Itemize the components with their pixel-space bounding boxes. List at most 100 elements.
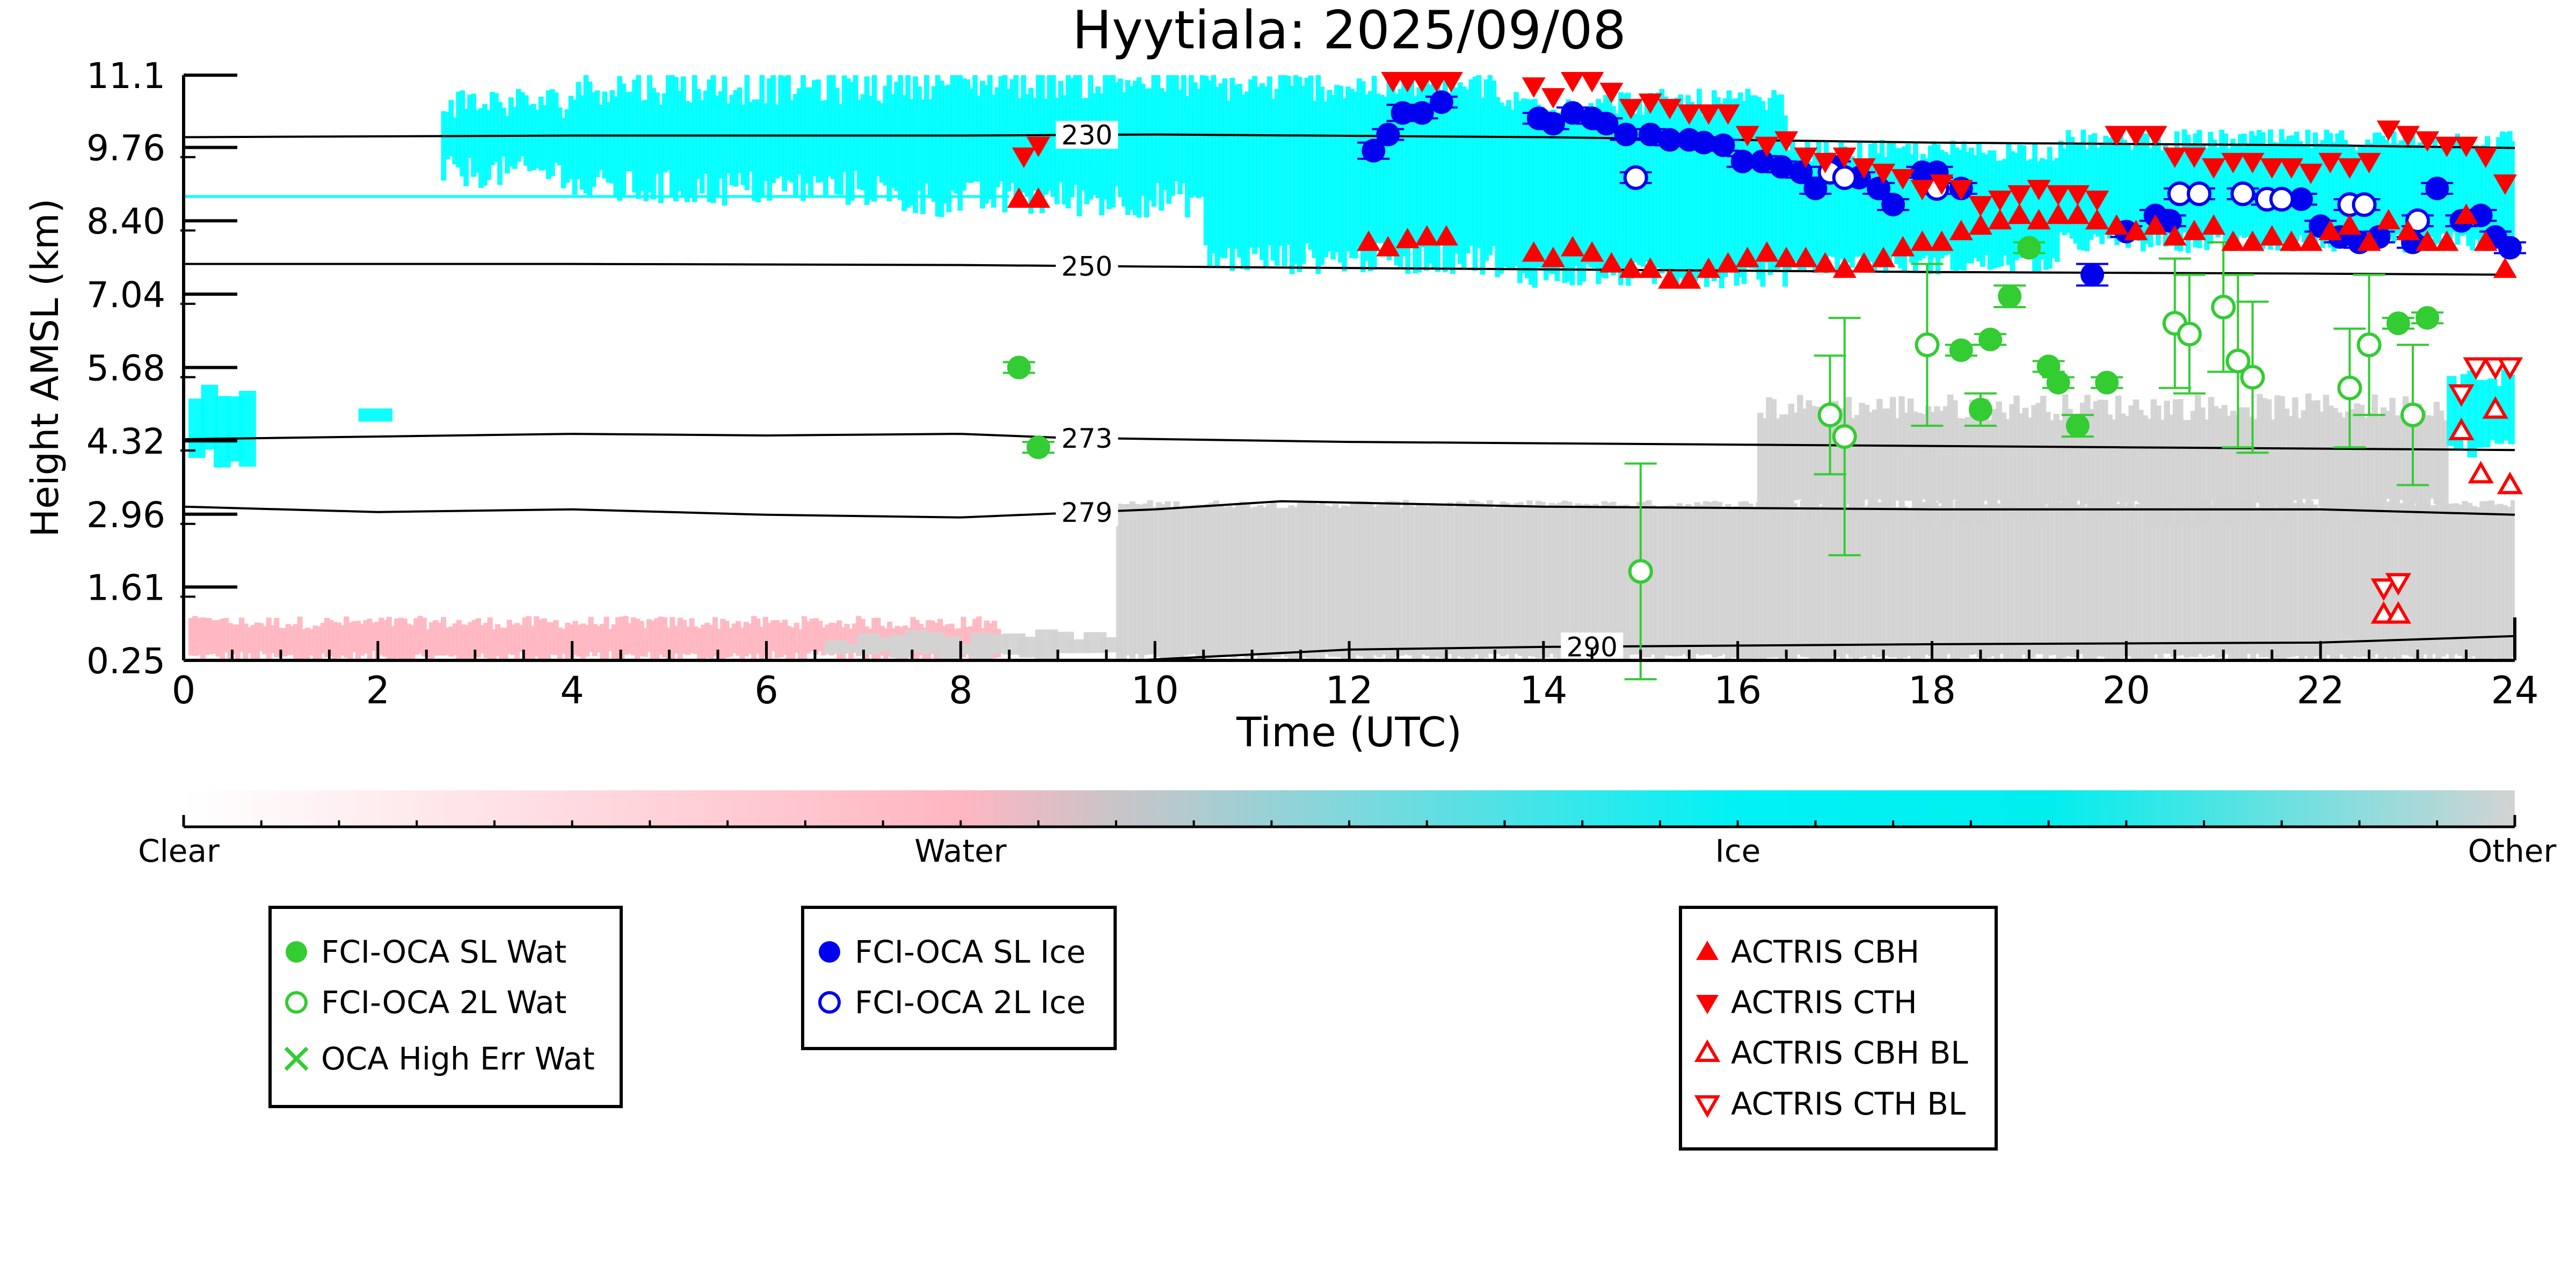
cloud-shade bbox=[2057, 420, 2064, 502]
cloud-shade bbox=[1912, 411, 1918, 507]
cloud-shade bbox=[2065, 130, 2071, 233]
marker-actris-cbh bbox=[1774, 246, 1799, 267]
cloud-shade bbox=[1386, 75, 1392, 260]
cloud-shade bbox=[530, 625, 536, 660]
cloud-shade bbox=[2336, 412, 2343, 514]
cloud-shade bbox=[1689, 101, 1694, 287]
cloud-shade bbox=[1734, 506, 1740, 658]
legend-label-sl-ice: FCI-OCA SL Ice bbox=[855, 934, 1086, 970]
cloud-shade bbox=[258, 623, 264, 652]
cloud-shade bbox=[316, 626, 322, 659]
x-tick-label: 22 bbox=[2297, 668, 2345, 712]
cloud-shade bbox=[1360, 81, 1366, 272]
marker-actris-cbh bbox=[2143, 214, 2167, 235]
cloud-shade bbox=[2429, 416, 2435, 499]
cloud-shade bbox=[2316, 507, 2323, 657]
cloud-shade bbox=[693, 626, 698, 654]
cloud-shade bbox=[1327, 90, 1332, 252]
cloud-shade bbox=[2367, 412, 2374, 514]
cloud-shade bbox=[2047, 500, 2054, 656]
cloud-shade bbox=[505, 116, 510, 174]
marker-actris-cth bbox=[2065, 185, 2090, 206]
cloud-shade bbox=[2496, 137, 2501, 238]
cloud-shade bbox=[328, 620, 334, 657]
cloud-shade bbox=[2009, 404, 2015, 511]
cloud-shade bbox=[1447, 502, 1453, 654]
cloud-shade bbox=[651, 88, 656, 200]
cloud-shade bbox=[1764, 506, 1771, 658]
cloud-shade bbox=[490, 92, 495, 165]
cloud-shade bbox=[1394, 93, 1400, 266]
cloud-shade bbox=[1319, 86, 1325, 265]
cloud-shade bbox=[2506, 507, 2513, 660]
marker-actris-cbh-bl bbox=[2497, 471, 2523, 494]
cloud-shade bbox=[1726, 90, 1732, 267]
cloud-shade bbox=[413, 618, 419, 655]
cloud-shade bbox=[2458, 138, 2464, 236]
marker-actris-cth bbox=[2124, 126, 2148, 147]
cloud-shade bbox=[1009, 79, 1015, 183]
cloud-shade bbox=[1256, 86, 1261, 248]
cloud-shade bbox=[747, 623, 753, 654]
marker-fci-oca-sl-wat bbox=[2386, 311, 2410, 336]
cloud-shade bbox=[1885, 408, 1892, 521]
marker-actris-cth bbox=[2182, 147, 2206, 168]
marker-actris-cth bbox=[1832, 147, 1857, 168]
cloud-shade bbox=[2235, 414, 2241, 522]
cloud-shade bbox=[2418, 505, 2424, 660]
cloud-shade bbox=[685, 627, 691, 655]
cloud-shade bbox=[2334, 503, 2340, 660]
cloud-shade bbox=[1640, 115, 1646, 267]
cloud-shade bbox=[239, 617, 245, 652]
cloud-shade bbox=[2303, 504, 2310, 657]
cloud-shade bbox=[1100, 637, 1123, 653]
cloud-shade bbox=[2225, 416, 2232, 526]
cloud-shade bbox=[1879, 503, 1886, 657]
y-ticks: 0.25 1.61 2.96 4.32 5.68 7.04 8.40 9.76 11.1 bbox=[86, 55, 237, 682]
cloud-shade bbox=[1304, 77, 1310, 244]
cloud-shade bbox=[542, 105, 548, 170]
cloud-shade bbox=[639, 100, 645, 191]
cloud-shade bbox=[2274, 395, 2281, 505]
cloud-shade bbox=[1047, 75, 1052, 191]
cloud-shade bbox=[1663, 96, 1669, 271]
cloud-shade bbox=[2254, 507, 2261, 654]
cloud-shade bbox=[946, 84, 952, 213]
cloud-shade bbox=[2131, 507, 2137, 660]
cloud-shade bbox=[475, 618, 482, 658]
cloud-shade bbox=[2357, 145, 2363, 235]
cloud-shade bbox=[2369, 507, 2376, 658]
marker-actris-cbh bbox=[1395, 228, 1420, 249]
marker-actris-cth bbox=[1658, 99, 1682, 120]
cloud-shade bbox=[2351, 504, 2358, 657]
legend-water-frame bbox=[268, 906, 623, 1108]
cloud-shade bbox=[834, 88, 840, 194]
cloud-shade bbox=[1482, 504, 1489, 658]
cloud-shade bbox=[1606, 503, 1612, 660]
cloud-shade bbox=[382, 620, 388, 657]
cloud-shade bbox=[2281, 503, 2287, 660]
cloud-shade bbox=[1199, 505, 1206, 660]
cloud-shade bbox=[304, 627, 311, 660]
cloud-shade bbox=[2477, 145, 2483, 245]
cloud-shade bbox=[628, 91, 634, 172]
cloud-shade bbox=[2403, 396, 2409, 515]
cloud-shade bbox=[1323, 101, 1329, 257]
cloud-shade bbox=[448, 626, 454, 657]
cloud-shade bbox=[647, 75, 652, 193]
cloud-shade bbox=[2407, 418, 2413, 506]
cloud-shade bbox=[2086, 501, 2093, 660]
cloud-shade bbox=[1676, 503, 1683, 656]
cloud-shade bbox=[1429, 503, 1436, 660]
marker-actris-cth bbox=[1012, 147, 1036, 168]
marker-actris-cbh bbox=[2065, 203, 2090, 224]
legend-symbol-high-err-wat bbox=[284, 1046, 309, 1071]
cloud-shade bbox=[1749, 95, 1755, 268]
cloud-shade bbox=[1734, 98, 1740, 286]
cloud-shade bbox=[1536, 104, 1541, 268]
marker-fci-oca-sl-ice bbox=[1541, 112, 1565, 136]
cloud-shade bbox=[2140, 500, 2146, 660]
cloud-shade bbox=[2133, 399, 2140, 501]
cloud-shade bbox=[886, 75, 892, 202]
cloud-shade bbox=[2111, 134, 2116, 233]
